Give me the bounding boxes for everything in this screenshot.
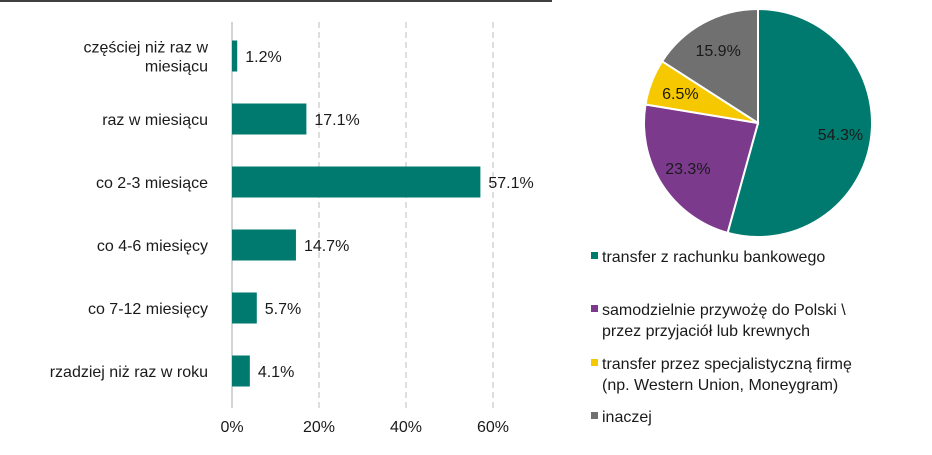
- legend-label-2-line-0: transfer przez specjalistyczną firmę: [602, 356, 852, 373]
- pie-slice-1: [643, 103, 760, 235]
- bar-2: [232, 166, 481, 198]
- x-tick-label-3: 60%: [477, 419, 509, 436]
- pie-chart: 54.3% 23.3% 6.5% 15.9%: [643, 7, 873, 238]
- x-tick-label-0: 0%: [220, 419, 243, 436]
- category-label-0-line-0: częściej niż raz w: [84, 40, 209, 57]
- legend-label-3: inaczej: [602, 409, 652, 426]
- x-tick-label-1: 20%: [303, 419, 335, 436]
- pie-value-label-2: 6.5%: [662, 86, 698, 103]
- legend-swatch-2: [591, 359, 598, 366]
- bar-5: [232, 355, 250, 387]
- category-label-1: raz w miesiącu: [102, 112, 208, 129]
- pie-value-label-3: 15.9%: [695, 43, 740, 60]
- bar-value-label-4: 5.7%: [265, 301, 301, 318]
- category-label-5: rzadziej niż raz w roku: [50, 364, 208, 381]
- bar-value-label-5: 4.1%: [258, 364, 294, 381]
- legend-label-1-line-0: samodzielnie przywożę do Polski \: [602, 302, 846, 319]
- legend-label-0: transfer z rachunku bankowego: [602, 249, 825, 266]
- category-label-3: co 4-6 miesięcy: [97, 238, 208, 255]
- bar-value-label-0: 1.2%: [245, 49, 281, 66]
- bar-value-label-1: 17.1%: [314, 112, 359, 129]
- category-label-0-line-1: miesiącu: [145, 59, 208, 76]
- bar-0: [232, 40, 238, 72]
- pie-value-label-0: 54.3%: [818, 127, 863, 144]
- bar-4: [232, 292, 257, 324]
- x-tick-label-2: 40%: [390, 419, 422, 436]
- pie-slice-0: [726, 7, 873, 238]
- bar-chart: 1.2% częściej niż raz w miesiącu 17.1% raz w…: [50, 22, 534, 436]
- pie-slice-3: [660, 7, 759, 125]
- category-label-2: co 2-3 miesiące: [96, 175, 208, 192]
- bar-1: [232, 103, 307, 135]
- category-label-4: co 7-12 miesięcy: [88, 301, 208, 318]
- pie-legend: transfer z rachunku bankowego samodzielni…: [591, 249, 852, 426]
- legend-label-2-line-1: (np. Western Union, Moneygram): [602, 377, 838, 394]
- legend-label-1-line-1: przez przyjaciół lub krewnych: [602, 323, 810, 340]
- pie-value-label-1: 23.3%: [665, 161, 710, 178]
- bar-3: [232, 229, 296, 261]
- bar-value-label-3: 14.7%: [304, 238, 349, 255]
- bar-value-label-2: 57.1%: [488, 175, 533, 192]
- legend-swatch-3: [591, 412, 598, 419]
- legend-swatch-1: [591, 305, 598, 312]
- legend-swatch-0: [591, 252, 598, 259]
